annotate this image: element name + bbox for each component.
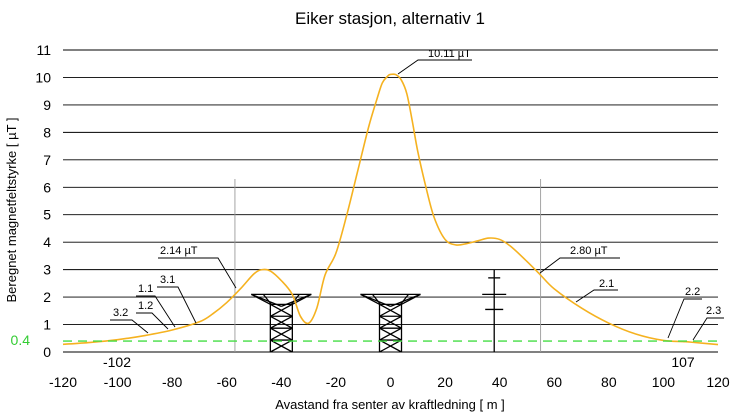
lattice-tower-left-member-16 — [270, 327, 293, 341]
y-tick-5: 5 — [43, 207, 51, 223]
x-axis-label: Avastand fra senter av kraftledning [ m … — [275, 397, 505, 412]
crossing-label-right: 107 — [671, 354, 695, 370]
leader-2-14 — [158, 257, 237, 289]
x-tick--60: -60 — [217, 374, 237, 390]
leader-1-2 — [136, 312, 169, 330]
y-tick-4: 4 — [43, 234, 51, 250]
lattice-tower-left-member-7 — [262, 293, 272, 305]
annotation-3-2: 3.2 — [113, 307, 128, 319]
x-tick-20: 20 — [437, 374, 453, 390]
y-tick-2: 2 — [43, 289, 51, 305]
y-axis-label: Beregnet magnetfeltstyrke [ µT ] — [4, 117, 19, 302]
chart-title: Eiker stasjon, alternativ 1 — [295, 9, 485, 28]
leader-3-2 — [110, 319, 149, 334]
lattice-tower-center-member-19 — [379, 339, 402, 353]
lattice-tower-center-member-7 — [371, 293, 382, 305]
x-tick--80: -80 — [162, 374, 182, 390]
grid-lines — [63, 49, 718, 353]
leader-2-80 — [539, 257, 620, 274]
leader-2-2 — [667, 298, 702, 339]
y-tick-1: 1 — [43, 317, 51, 333]
y-tick-11: 11 — [36, 42, 51, 58]
annotation-2-3: 2.3 — [706, 305, 721, 317]
series-layer — [62, 73, 719, 346]
leader-peak — [397, 59, 472, 75]
lattice-tower-center-member-10 — [379, 303, 402, 317]
leader-2-3 — [692, 317, 724, 341]
vertical-reference-lines — [234, 179, 542, 352]
x-tick-80: 80 — [601, 374, 617, 390]
y-tick-6: 6 — [43, 179, 51, 195]
x-tick-labels: -120 -100 -80 -60 -40 -20 0 20 40 60 80 100 120 — [49, 374, 730, 390]
y-tick-10: 10 — [35, 69, 51, 85]
y-tick-labels: 0 1 2 3 4 5 6 7 8 9 10 11 — [35, 42, 51, 360]
lattice-tower-center — [360, 293, 421, 353]
lattice-tower-left-member-19 — [270, 339, 293, 353]
annotations: 10.11 µT 2.14 µT 2.80 µT 3.1 1.1 1.2 3.2… — [110, 48, 724, 341]
x-tick--20: -20 — [326, 374, 346, 390]
lattice-tower-center-member-13 — [379, 315, 402, 329]
lattice-tower-left-member-8 — [290, 293, 300, 305]
annotation-1-2: 1.2 — [138, 300, 153, 312]
annotation-2-1: 2.1 — [599, 278, 614, 290]
lattice-tower-left — [251, 293, 312, 353]
annotation-1-1: 1.1 — [138, 283, 153, 295]
x-tick--120: -120 — [49, 374, 77, 390]
annotation-2-2: 2.2 — [685, 286, 700, 298]
y-tick-0: 0 — [43, 344, 51, 360]
leader-2-1 — [575, 289, 618, 303]
lattice-tower-left-member-10 — [270, 303, 293, 317]
leader-1-1 — [136, 295, 176, 328]
y-tick-3: 3 — [43, 262, 51, 278]
crossing-label-left: -102 — [103, 354, 131, 370]
tower-drawings — [251, 269, 507, 353]
x-tick-40: 40 — [492, 374, 508, 390]
y-tick-9: 9 — [43, 97, 51, 113]
y-tick-7: 7 — [43, 152, 51, 168]
x-tick-100: 100 — [652, 374, 676, 390]
reference-value-label: 0.4 — [11, 332, 31, 348]
x-tick-60: 60 — [546, 374, 562, 390]
annotation-peak: 10.11 µT — [428, 48, 471, 60]
pole-tower-right — [482, 269, 507, 352]
x-tick-120: 120 — [706, 374, 730, 390]
lattice-tower-center-member-8 — [399, 293, 410, 305]
annotation-2-14: 2.14 µT — [160, 245, 198, 257]
annotation-3-1: 3.1 — [160, 274, 175, 286]
series-line-field — [62, 73, 719, 346]
leader-3-1 — [157, 286, 197, 324]
lattice-tower-center-member-16 — [379, 327, 402, 341]
x-tick--40: -40 — [271, 374, 291, 390]
annotation-2-80: 2.80 µT — [570, 245, 608, 257]
x-tick-0: 0 — [387, 374, 395, 390]
lattice-tower-left-member-13 — [270, 315, 293, 329]
x-tick--100: -100 — [104, 374, 132, 390]
y-tick-8: 8 — [43, 124, 51, 140]
